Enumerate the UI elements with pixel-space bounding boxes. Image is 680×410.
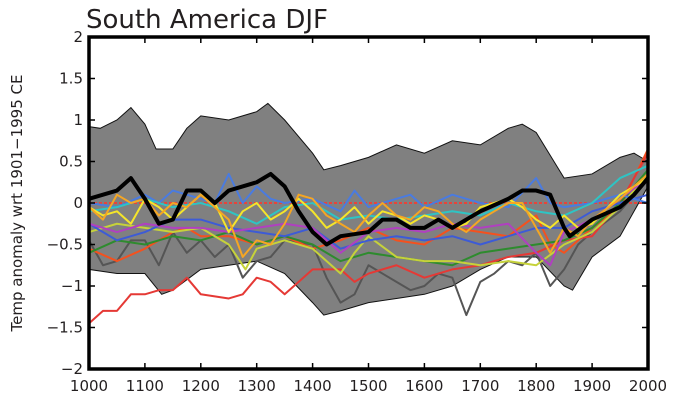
series-line-5 <box>88 173 649 275</box>
x-tick-label: 1400 <box>294 377 332 395</box>
series-line-4 <box>88 169 649 267</box>
y-tick-label: −1 <box>61 277 83 295</box>
series-line-1 <box>88 177 649 317</box>
y-tick-label: 1.5 <box>59 70 83 88</box>
x-tick-label: 1200 <box>182 377 220 395</box>
x-tick-label: 1700 <box>461 377 499 395</box>
y-tick-label: −1.5 <box>47 319 83 337</box>
series-line-10 <box>88 177 649 234</box>
y-axis-label: Temp anomaly wrt 1901−1995 CE <box>8 75 26 333</box>
series-line-3 <box>88 152 649 325</box>
y-tick-label: −2 <box>61 360 83 378</box>
x-tick-label: 1600 <box>405 377 443 395</box>
y-tick-label: 0 <box>73 194 83 212</box>
series-line-2 <box>88 148 649 263</box>
x-tick-label: 1500 <box>349 377 387 395</box>
x-tick-label: 2000 <box>629 377 667 395</box>
chart-title: South America DJF <box>86 5 328 35</box>
mean-series-line <box>88 171 650 247</box>
x-tick-label: 1300 <box>238 377 276 395</box>
x-tick-label: 1000 <box>70 377 108 395</box>
y-tick-label: 2 <box>73 28 83 46</box>
series-line-11 <box>88 173 649 258</box>
x-tick-label: 1900 <box>573 377 611 395</box>
x-tick-label: 1100 <box>126 377 164 395</box>
y-tick-label: −0.5 <box>47 236 83 254</box>
x-tick-label: 1800 <box>517 377 555 395</box>
uncertainty-envelope <box>88 102 649 316</box>
series-line-9 <box>88 177 649 267</box>
series-line-6 <box>88 193 649 250</box>
y-tick-label: 1 <box>73 111 83 129</box>
y-tick-label: 0.5 <box>59 153 83 171</box>
